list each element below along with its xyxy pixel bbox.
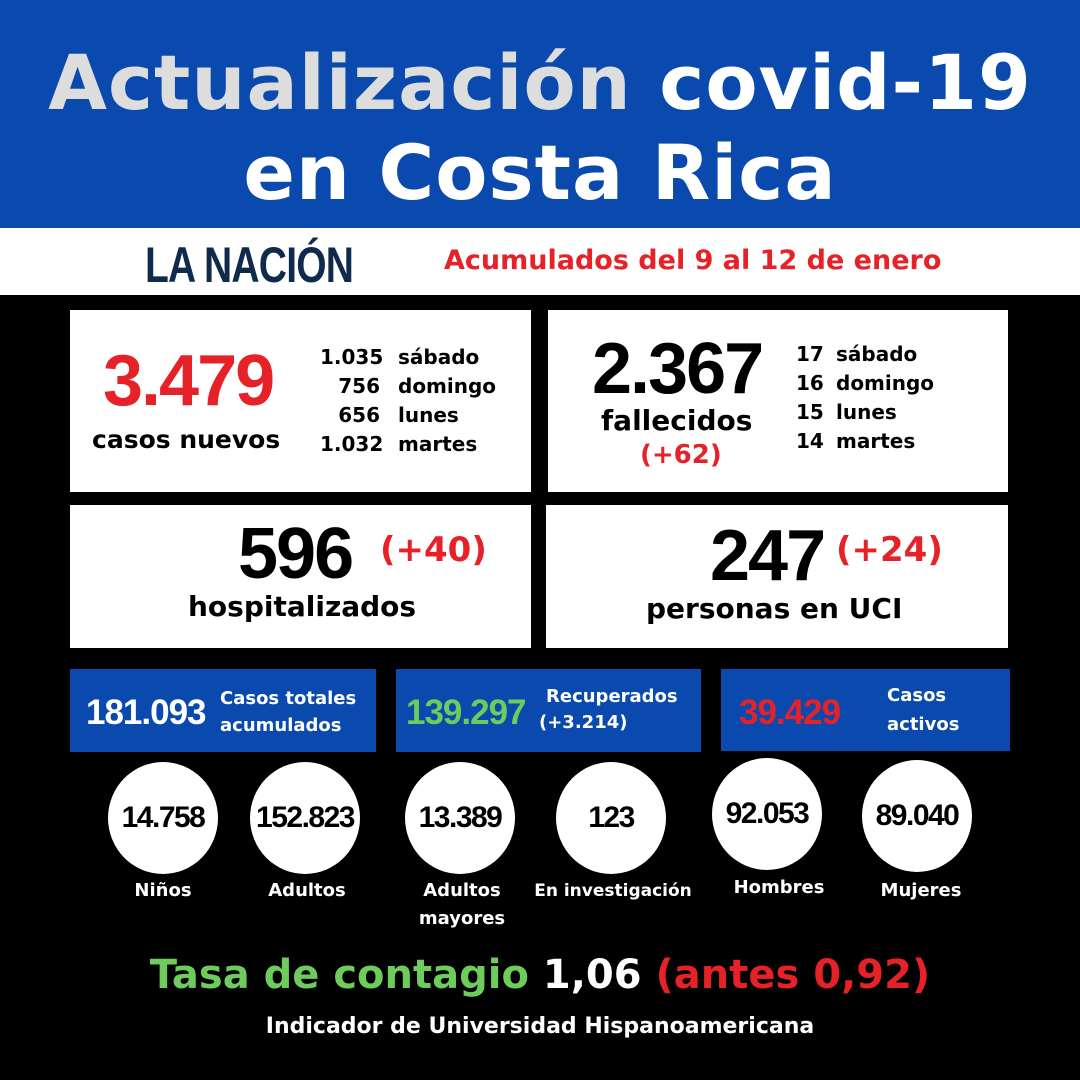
day-count: 15 [796, 400, 824, 424]
active-cases-card: 39.429 Casos activos [721, 669, 1010, 751]
new-cases-by-day: 1.035 sábado 756 domingo 656 lunes 1.032 mar… [320, 343, 496, 459]
contagion-rate: Tasa de contagio 1,06 (antes 0,92) [0, 952, 1080, 998]
hospitalized-value: 596 [238, 514, 354, 594]
recovered-change: (+3.214) [539, 712, 628, 733]
title-part-1: Actualización [48, 38, 632, 127]
day-row: 15 lunes [796, 398, 934, 427]
deaths-change: (+62) [640, 440, 722, 470]
total-cases-card: 181.093 Casos totales acumulados [70, 669, 376, 752]
title-line-2: en Costa Rica [243, 128, 837, 217]
title-line-1: Actualización covid-19 [0, 38, 1080, 127]
day-count: 1.035 [320, 345, 384, 369]
rate-previous: (antes 0,92) [655, 952, 931, 998]
subtitle-band: LA NACIÓN Acumulados del 9 al 12 de ener… [0, 228, 1080, 295]
recovered-card: 139.297 Recuperados (+3.214) [396, 669, 701, 752]
day-name: lunes [836, 400, 897, 424]
la-nacion-logo: LA NACIÓN [145, 237, 354, 293]
day-row: 16 domingo [796, 369, 934, 398]
day-count: 14 [796, 429, 824, 453]
hospitalized-label: hospitalizados [188, 590, 417, 623]
day-count: 656 [338, 403, 380, 427]
adults-count: 152.823 [250, 762, 360, 874]
day-row: 1.032 martes [320, 430, 496, 459]
new-cases-card: 3.479 casos nuevos 1.035 sábado 756 doming… [70, 310, 531, 492]
total-cases-label-1: Casos totales [220, 688, 357, 709]
adults-label: Adultos [268, 880, 346, 901]
day-count: 17 [796, 342, 824, 366]
day-name: domingo [836, 371, 935, 395]
total-cases-value: 181.093 [86, 693, 207, 732]
active-cases-value: 39.429 [739, 693, 841, 732]
rate-label: Tasa de contagio [149, 952, 529, 998]
deaths-by-day: 17 sábado 16 domingo 15 lunes 14 martes [796, 340, 934, 456]
day-row: 17 sábado [796, 340, 934, 369]
day-row: 1.035 sábado [320, 343, 496, 372]
deaths-value: 2.367 [592, 329, 764, 409]
deaths-label: fallecidos [601, 404, 753, 437]
day-name: sábado [836, 342, 918, 366]
day-name: martes [836, 429, 916, 453]
day-row: 14 martes [796, 427, 934, 456]
day-row: 656 lunes [320, 401, 496, 430]
day-name: martes [398, 432, 478, 456]
date-range-subtitle: Acumulados del 9 al 12 de enero [444, 245, 942, 276]
day-count: 756 [338, 374, 380, 398]
icu-card: 247 (+24) personas en UCI [546, 505, 1008, 648]
elderly-label: Adultos mayores [418, 880, 506, 929]
day-row: 756 domingo [320, 372, 496, 401]
under-investigation-label: En investigación [534, 881, 692, 901]
new-cases-label: casos nuevos [92, 425, 281, 454]
icu-value: 247 [710, 516, 826, 596]
rate-value: 1,06 [542, 952, 642, 998]
header-banner: Actualización covid-19 en Costa Rica [0, 0, 1080, 228]
women-label: Mujeres [880, 880, 962, 901]
new-cases-value: 3.479 [103, 341, 275, 421]
children-count: 14.758 [108, 762, 218, 874]
elderly-count: 13.389 [405, 762, 515, 874]
men-label: Hombres [733, 877, 825, 898]
hospitalized-card: 596 (+40) hospitalizados [70, 505, 531, 648]
day-name: domingo [398, 374, 497, 398]
men-count: 92.053 [712, 758, 822, 870]
icu-change: (+24) [836, 530, 943, 570]
under-investigation-count: 123 [556, 762, 666, 874]
active-cases-label-1: Casos [887, 685, 947, 706]
women-count: 89.040 [862, 760, 972, 872]
rate-source: Indicador de Universidad Hispanoamerican… [265, 1014, 815, 1039]
icu-label: personas en UCI [646, 592, 903, 625]
active-cases-label-2: activos [887, 714, 960, 735]
day-count: 16 [796, 371, 824, 395]
total-cases-label-2: acumulados [220, 715, 342, 736]
title-part-2: covid-19 [659, 38, 1032, 127]
deaths-card: 2.367 fallecidos (+62) 17 sábado 16 doming… [548, 310, 1008, 492]
day-name: lunes [398, 403, 459, 427]
day-name: sábado [398, 345, 480, 369]
hospitalized-change: (+40) [380, 530, 487, 570]
recovered-label: Recuperados [546, 686, 678, 707]
children-label: Niños [134, 880, 192, 901]
day-count: 1.032 [320, 432, 384, 456]
recovered-value: 139.297 [406, 693, 527, 732]
